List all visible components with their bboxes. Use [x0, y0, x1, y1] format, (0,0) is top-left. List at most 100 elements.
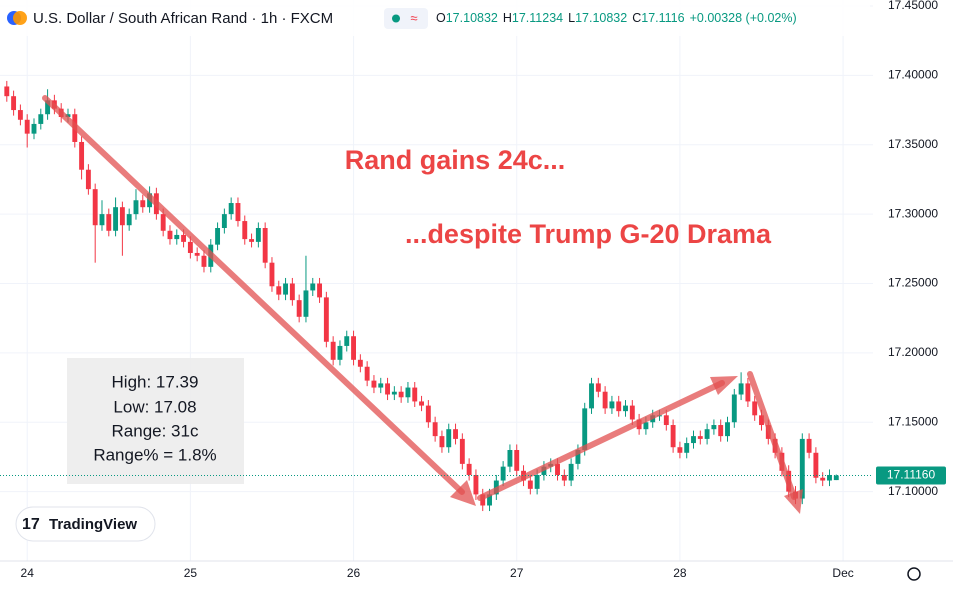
trend-arrows: [42, 95, 803, 514]
candle-body: [589, 383, 594, 409]
x-tick-label: 28: [673, 566, 687, 580]
stats-line: Range% = 1.8%: [93, 445, 216, 464]
candle-body: [738, 383, 744, 395]
candle-body: [623, 405, 628, 412]
arrow: [477, 380, 725, 501]
candle-body: [4, 86, 10, 97]
y-tick-label: 17.10000: [888, 484, 938, 498]
candle-body: [813, 452, 819, 478]
candle-body: [160, 214, 166, 231]
candle-body: [752, 401, 758, 416]
status-badge: [384, 8, 428, 29]
candle-body: [487, 494, 492, 506]
header-bg: [0, 0, 870, 36]
candle-body: [378, 383, 384, 388]
ohlc-value: 17.11234: [512, 11, 563, 25]
candle-body: [582, 408, 588, 450]
candle-body: [527, 480, 533, 489]
x-tick-label: 27: [510, 566, 524, 580]
symbol-icon: [13, 11, 27, 25]
candle-body: [391, 391, 397, 395]
candle-body: [405, 387, 411, 398]
candle-body: [561, 474, 567, 481]
arrow: [747, 371, 797, 500]
candle-body: [691, 436, 696, 444]
candle-body: [629, 405, 635, 420]
candle-body: [439, 436, 445, 448]
y-tick-label: 17.25000: [888, 276, 938, 290]
last-price-label: 17.11160: [887, 468, 936, 482]
candle-body: [718, 425, 724, 437]
candle-body: [126, 214, 132, 226]
stats-line: Range: 31c: [112, 421, 199, 440]
candle-body: [262, 228, 268, 263]
candle-body: [181, 234, 187, 242]
candle-body: [419, 401, 424, 406]
candle-body: [357, 359, 363, 367]
candle-body: [827, 474, 832, 481]
candle-body: [731, 394, 737, 423]
candle-body: [412, 387, 418, 402]
candle-body: [398, 391, 404, 398]
ohlc-value: 17.10832: [446, 11, 498, 25]
candle-body: [249, 239, 255, 242]
candle-body: [140, 200, 146, 208]
candle-body: [425, 405, 431, 423]
candle-body: [385, 383, 390, 395]
candle-body: [432, 422, 438, 437]
y-tick-label: 17.20000: [888, 345, 938, 359]
ohlc-value: 17.10832: [575, 11, 627, 25]
settings-icon[interactable]: [907, 567, 921, 581]
candle-body: [466, 463, 472, 475]
ohlc-change: +0.00328 (+0.02%): [690, 11, 797, 25]
candle-body: [833, 475, 839, 481]
candles: [4, 80, 839, 512]
candle-body: [507, 450, 513, 467]
candle-body: [228, 203, 234, 215]
arrowhead: [710, 376, 738, 395]
candle-body: [459, 438, 465, 464]
ohlc-key: O: [436, 11, 446, 25]
brand-badge: [15, 506, 156, 542]
symbol-title[interactable]: U.S. Dollar / South African Rand · 1h · …: [33, 10, 333, 27]
candle-body: [446, 429, 452, 448]
candle-body: [473, 474, 479, 495]
grid: [0, 0, 873, 561]
candle-body: [31, 123, 37, 134]
x-tick-label: Dec: [832, 566, 853, 580]
candle-body: [609, 401, 615, 409]
candle-body: [194, 252, 200, 256]
annotation: Rand gains 24c...: [345, 145, 566, 175]
candle-body: [514, 450, 520, 471]
candle-body: [684, 443, 690, 453]
ohlc-key: L: [568, 11, 575, 25]
stats-box: [67, 358, 244, 484]
candle-body: [174, 234, 180, 240]
candle-body: [269, 262, 275, 287]
candle-body: [711, 425, 717, 430]
candle-body: [99, 214, 105, 226]
brand-name: TradingView: [49, 516, 137, 533]
candle-body: [235, 203, 241, 222]
ohlc-key: H: [503, 11, 512, 25]
candle-body: [187, 241, 193, 253]
candle-body: [242, 221, 248, 240]
candle-body: [799, 438, 805, 499]
candle-body: [602, 391, 608, 409]
candle-body: [568, 463, 574, 481]
y-axis-bg: [873, 0, 953, 592]
candle-body: [820, 477, 826, 481]
candle-body: [534, 474, 540, 489]
arrowhead: [450, 480, 476, 506]
candle-body: [330, 341, 336, 360]
arrow: [42, 95, 465, 495]
candle-body: [133, 200, 139, 215]
y-tick-label: 17.40000: [888, 68, 938, 82]
candle-body: [85, 169, 91, 190]
candle-body: [303, 290, 309, 317]
candle-body: [364, 366, 370, 381]
candle-body: [106, 214, 112, 231]
candle-body: [38, 114, 44, 124]
